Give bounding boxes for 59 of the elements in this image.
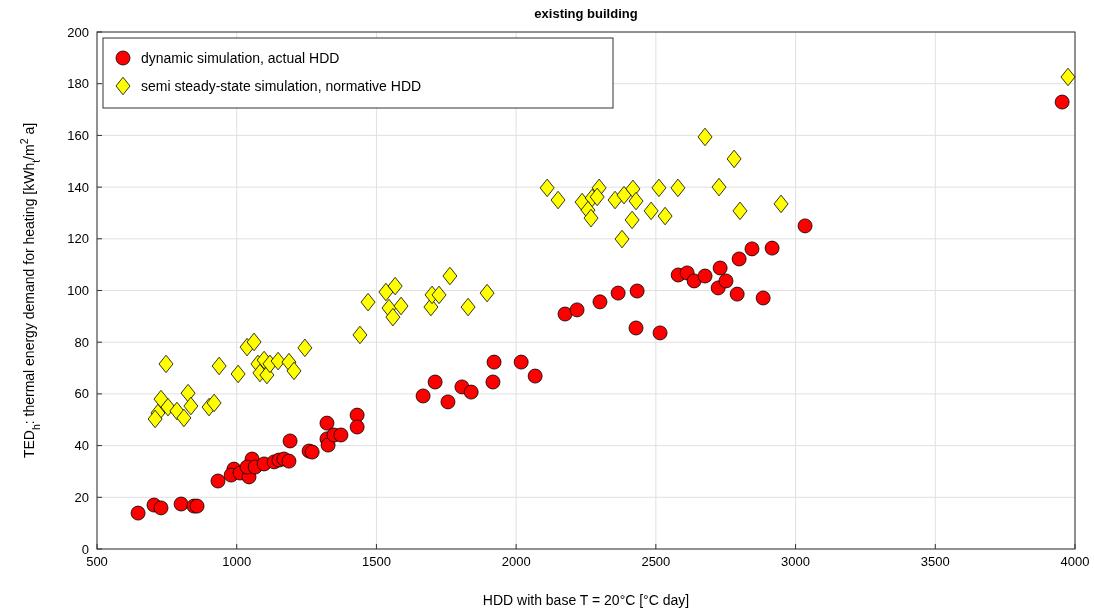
x-tick-label: 3500 — [920, 554, 950, 569]
x-axis-title: HDD with base T = 20°C [°C day] — [482, 592, 690, 608]
point — [764, 240, 780, 256]
y-tick-label: 140 — [67, 179, 89, 195]
x-tick-label: 2000 — [501, 554, 531, 569]
point — [744, 241, 760, 257]
point — [797, 218, 813, 234]
point — [281, 453, 297, 469]
y-tick-label: 20 — [74, 489, 89, 505]
x-tick-label: 4000 — [1060, 554, 1090, 569]
point — [652, 325, 668, 341]
point — [282, 433, 298, 449]
x-tick-label: 2500 — [641, 554, 671, 569]
point — [697, 268, 713, 284]
x-tick-label: 500 — [86, 554, 108, 569]
y-tick-label: 40 — [74, 438, 89, 454]
point — [557, 306, 573, 322]
chart-title: existing building — [534, 6, 638, 21]
point — [463, 384, 479, 400]
point — [130, 505, 146, 521]
legend-label: semi steady-state simulation, normative HDD — [141, 77, 422, 94]
y-tick-label: 100 — [67, 283, 89, 299]
point — [513, 354, 529, 370]
y-tick-label: 180 — [67, 76, 89, 92]
point — [333, 427, 349, 443]
point — [1054, 94, 1070, 110]
x-tick-label: 1500 — [361, 554, 391, 569]
point — [440, 394, 456, 410]
y-tick-label: 120 — [67, 231, 89, 247]
point — [686, 273, 702, 289]
point — [415, 388, 431, 404]
x-tick-label: 3000 — [781, 554, 811, 569]
point — [628, 320, 644, 336]
point — [349, 407, 365, 423]
point — [349, 419, 365, 435]
point — [610, 285, 626, 301]
point — [153, 500, 169, 516]
point — [755, 290, 771, 306]
point — [486, 354, 502, 370]
point — [527, 368, 543, 384]
point — [173, 496, 189, 512]
y-tick-label: 60 — [74, 386, 89, 402]
point — [319, 415, 335, 431]
point — [629, 283, 645, 299]
point — [427, 374, 443, 390]
y-tick-label: 160 — [67, 127, 89, 143]
point — [712, 260, 728, 276]
point — [569, 302, 585, 318]
point — [718, 273, 734, 289]
x-tick-label: 1000 — [222, 554, 252, 569]
point — [485, 374, 501, 390]
point — [729, 286, 745, 302]
y-tick-label: 0 — [81, 541, 89, 557]
y-tick-label: 80 — [74, 334, 89, 350]
point — [592, 294, 608, 310]
point — [731, 251, 747, 267]
y-tick-label: 200 — [67, 24, 89, 40]
legend-label: dynamic simulation, actual HDD — [141, 49, 340, 66]
point — [210, 473, 226, 489]
